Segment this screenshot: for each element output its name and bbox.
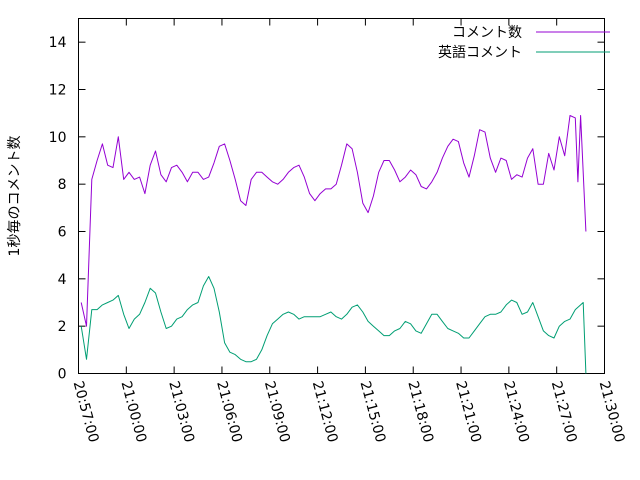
legend-label-english: 英語コメント (438, 44, 522, 61)
y-tick-label: 4 (58, 272, 67, 288)
plot-frame (78, 18, 605, 374)
series-line-english (80, 276, 587, 374)
y-tick-label: 14 (49, 35, 67, 51)
y-axis: 0 2 4 6 8 10 12 14 (49, 35, 605, 383)
y-tick-label: 8 (58, 177, 67, 193)
y-tick-label: 6 (58, 225, 67, 241)
series-layer (80, 115, 587, 374)
y-tick-label: 0 (58, 367, 67, 383)
legend-label-comments: コメント数 (452, 25, 522, 41)
series-line-comments (80, 115, 587, 327)
y-axis-title: 1秒毎のコメント数 (7, 136, 23, 257)
y-tick-label: 10 (49, 130, 67, 146)
y-tick-label: 2 (58, 319, 67, 335)
y-tick-label: 12 (49, 83, 67, 99)
legend: コメント数 英語コメント (438, 25, 610, 61)
